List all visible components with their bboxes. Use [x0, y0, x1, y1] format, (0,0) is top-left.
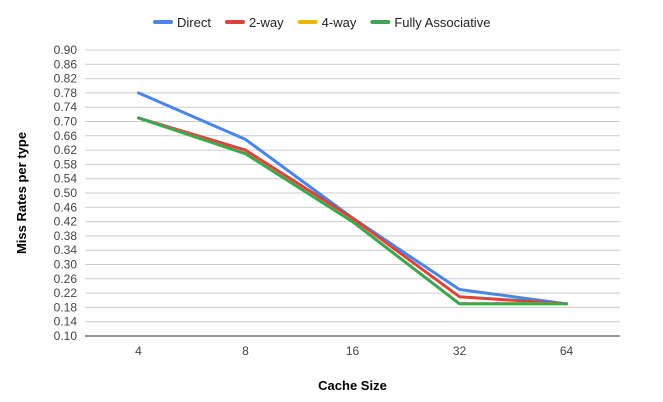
- chart-legend: Direct 2-way 4-way Fully Associative: [153, 15, 490, 30]
- x-tick-label: 4: [135, 344, 142, 358]
- series-line-0: [137, 91, 568, 306]
- y-tick-label: 0.62: [54, 143, 78, 157]
- chart-series: [137, 91, 568, 306]
- y-tick-label: 0.14: [54, 315, 78, 329]
- x-axis-ticks: 4 8 16 32 64: [135, 344, 573, 358]
- chart-gridlines: [85, 49, 620, 337]
- legend-label: 4-way: [322, 15, 357, 30]
- legend-label: Fully Associative: [394, 15, 490, 30]
- series-line-1: [137, 116, 568, 306]
- y-tick-label: 0.30: [54, 258, 78, 272]
- y-tick-label: 0.22: [54, 286, 78, 300]
- y-tick-label: 0.38: [54, 229, 78, 243]
- x-tick-label: 16: [346, 344, 360, 358]
- y-tick-label: 0.70: [54, 115, 78, 129]
- y-tick-label: 0.50: [54, 186, 78, 200]
- y-tick-label: 0.42: [54, 215, 78, 229]
- y-tick-label: 0.46: [54, 200, 78, 214]
- y-tick-label: 0.90: [54, 43, 78, 57]
- y-tick-label: 0.74: [54, 100, 78, 114]
- y-tick-label: 0.18: [54, 300, 78, 314]
- y-tick-label: 0.82: [54, 72, 78, 86]
- y-tick-label: 0.10: [54, 329, 78, 343]
- y-tick-label: 0.66: [54, 129, 78, 143]
- series-line-2: [137, 116, 568, 306]
- y-axis-title: Miss Rates per type: [14, 132, 29, 254]
- x-tick-label: 8: [242, 344, 249, 358]
- legend-label: Direct: [177, 15, 211, 30]
- legend-item[interactable]: Direct: [153, 15, 211, 30]
- y-tick-label: 0.58: [54, 157, 78, 171]
- legend-item[interactable]: 2-way: [224, 15, 284, 30]
- y-tick-label: 0.78: [54, 86, 78, 100]
- legend-item[interactable]: 4-way: [297, 15, 357, 30]
- x-tick-label: 32: [453, 344, 467, 358]
- legend-item[interactable]: Fully Associative: [370, 15, 490, 30]
- y-tick-label: 0.86: [54, 57, 78, 71]
- y-tick-label: 0.54: [54, 172, 78, 186]
- y-axis-ticks: 0.900.860.820.780.740.700.660.620.580.54…: [54, 43, 78, 343]
- x-tick-label: 64: [560, 344, 574, 358]
- series-line-3: [137, 116, 568, 306]
- x-axis-title: Cache Size: [318, 378, 387, 393]
- y-tick-label: 0.26: [54, 272, 78, 286]
- legend-label: 2-way: [249, 15, 284, 30]
- y-tick-label: 0.34: [54, 243, 78, 257]
